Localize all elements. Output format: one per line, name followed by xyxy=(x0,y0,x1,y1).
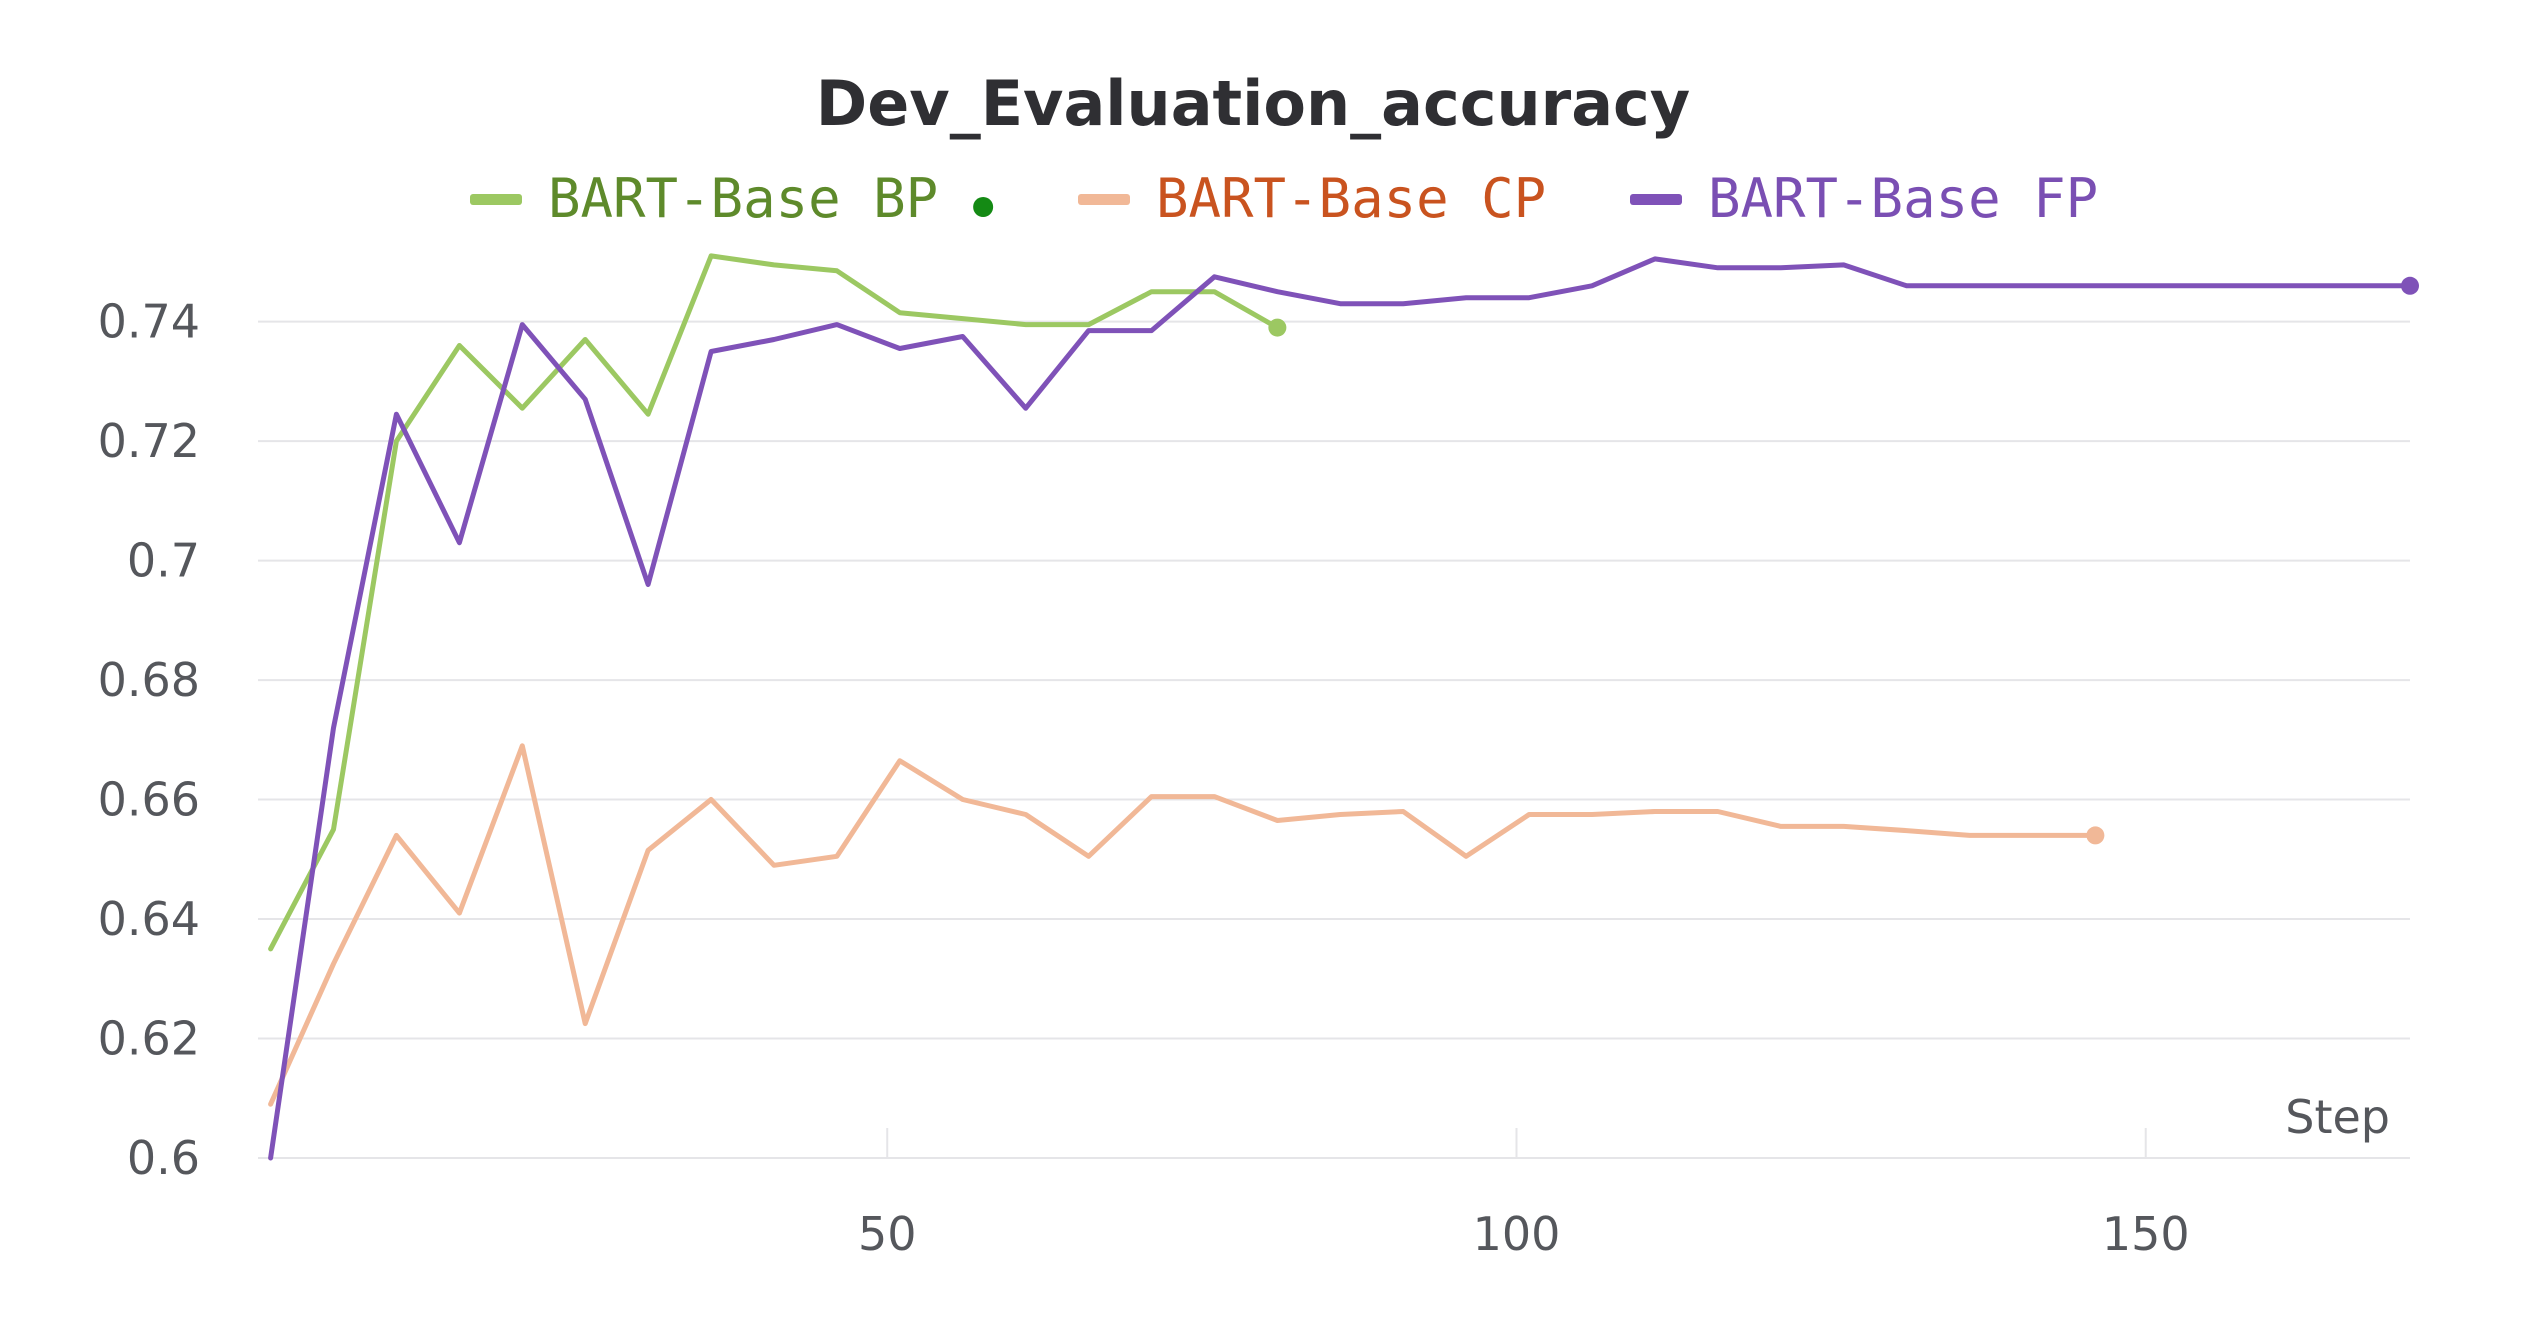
x-tick-label: 100 xyxy=(1473,1207,1561,1261)
series-line xyxy=(268,253,1280,952)
legend-item[interactable]: BART-Base CP xyxy=(1078,167,1546,230)
y-axis: 0.6 0.62 0.64 0.66 0.68 0.7 0.72 0.74 xyxy=(98,295,200,1185)
legend-label: BART-Base CP xyxy=(1156,167,1546,230)
x-axis: 50 100 150 xyxy=(858,1128,2190,1261)
y-tick-label: 0.72 xyxy=(98,414,200,468)
series-1 xyxy=(268,253,1287,952)
y-tick-label: 0.64 xyxy=(98,892,200,946)
x-tick-label: 150 xyxy=(2102,1207,2190,1261)
x-axis-title: Step xyxy=(2285,1090,2390,1144)
chart-title: Dev_Evaluation_accuracy xyxy=(816,67,1690,140)
legend-status-dot xyxy=(973,197,994,217)
series-line xyxy=(268,743,2098,1107)
y-tick-label: 0.7 xyxy=(127,534,200,588)
y-tick-label: 0.74 xyxy=(98,295,200,349)
series-2 xyxy=(268,743,2105,1107)
legend-swatch xyxy=(470,194,522,205)
y-tick-label: 0.62 xyxy=(98,1012,200,1066)
legend: BART-Base BP BART-Base CP BART-Base FP xyxy=(470,167,2098,230)
series-end-point xyxy=(2086,826,2105,845)
y-tick-label: 0.66 xyxy=(98,773,200,827)
series-3 xyxy=(268,256,2419,1161)
legend-label: BART-Base FP xyxy=(1708,167,2098,230)
series-line xyxy=(268,256,2413,1161)
series-end-point xyxy=(2401,276,2419,295)
legend-item[interactable]: BART-Base FP xyxy=(1630,167,2098,230)
legend-swatch xyxy=(1630,194,1682,205)
series-end-point xyxy=(1268,318,1287,337)
x-tick-label: 50 xyxy=(858,1207,917,1261)
y-tick-label: 0.6 xyxy=(127,1131,200,1185)
plot-area xyxy=(268,253,2419,1161)
legend-item[interactable]: BART-Base BP xyxy=(470,167,994,230)
y-tick-label: 0.68 xyxy=(98,653,200,707)
legend-swatch xyxy=(1078,194,1130,205)
grid xyxy=(258,320,2410,1159)
legend-label: BART-Base BP xyxy=(548,167,938,230)
